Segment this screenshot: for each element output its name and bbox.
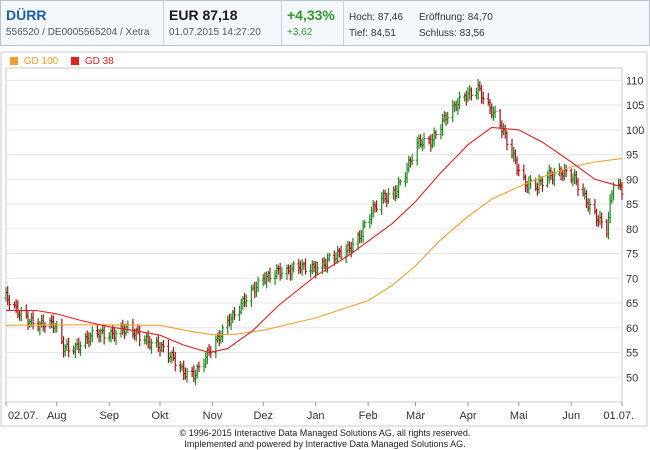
stat-high-value: 87,46	[377, 12, 403, 23]
x-tick-label: Okt	[151, 410, 168, 422]
y-tick-label: 75	[626, 249, 638, 261]
legend-swatch-gd100	[10, 57, 18, 65]
legend-item-gd38: GD 38	[71, 56, 114, 67]
stat-open-label: Eröffnung:	[419, 12, 465, 23]
y-tick-label: 70	[626, 273, 638, 285]
y-tick-label: 60	[626, 323, 638, 335]
ma-line-gd100	[5, 158, 623, 336]
last-price: EUR 87,18	[169, 7, 238, 23]
stat-open: Eröffnung: 84,70	[419, 12, 493, 23]
change-absolute: +3,62	[287, 27, 313, 38]
stat-low-label: Tief:	[349, 28, 369, 39]
y-tick-label: 50	[626, 372, 638, 384]
change-cell: +4,33% +3,62	[281, 1, 344, 45]
y-tick-label: 55	[626, 348, 638, 360]
legend-label-gd38: GD 38	[84, 56, 114, 67]
stat-close-label: Schluss:	[419, 28, 457, 39]
instrument-cell: DÜRR 556520 / DE0005565204 / Xetra	[1, 1, 164, 45]
legend-label-gd100: GD 100	[23, 56, 59, 67]
stat-high: Hoch: 87,46	[349, 12, 403, 23]
x-tick-label: Mai	[510, 410, 528, 422]
y-tick-label: 105	[626, 100, 644, 112]
x-tick-label: Dez	[253, 410, 273, 422]
chart-legend: GD 100 GD 38	[10, 56, 124, 67]
stat-open-value: 84,70	[467, 12, 493, 23]
x-tick-label: 02.07.	[8, 410, 39, 422]
x-tick-label: 01.07.	[603, 410, 634, 422]
instrument-ident: 556520 / DE0005565204 / Xetra	[6, 27, 150, 38]
y-tick-label: 80	[626, 224, 638, 236]
stat-low-value: 84,51	[370, 28, 396, 39]
y-tick-label: 85	[626, 199, 638, 211]
legend-item-gd100: GD 100	[10, 56, 58, 67]
x-tick-label: Aug	[47, 410, 67, 422]
copyright-line: © 1996-2015 Interactive Data Managed Sol…	[179, 428, 471, 438]
y-tick-label: 110	[626, 75, 644, 87]
price-chart[interactable]: 50 55 60 65 70 75 80 85 90 95 100 105 110 02.07. Aug Se…	[0, 50, 650, 428]
x-tick-label: Jun	[562, 410, 580, 422]
quote-datetime: 01.07.2015 14:27:20	[169, 27, 261, 38]
x-tick-label: Nov	[203, 410, 223, 422]
plot-area	[5, 67, 623, 403]
x-tick-label: Jan	[307, 410, 325, 422]
price-cell: EUR 87,18 01.07.2015 14:27:20	[163, 1, 282, 45]
legend-swatch-gd38	[71, 57, 80, 65]
x-tick-label: Sep	[99, 410, 119, 422]
stat-close-value: 83,56	[459, 28, 485, 39]
copyright-footer: © 1996-2015 Interactive Data Managed Sol…	[0, 428, 650, 450]
chart-frame	[0, 51, 648, 427]
instrument-name[interactable]: DÜRR	[6, 7, 47, 23]
x-tick-label: Apr	[459, 410, 476, 422]
stat-low: Tief: 84,51	[349, 28, 396, 39]
x-tick-label: Mär	[406, 410, 425, 422]
ma-line-gd38	[6, 126, 623, 354]
powered-by-line: Implemented and powered by Interactive D…	[184, 439, 466, 449]
quote-header: DÜRR 556520 / DE0005565204 / Xetra EUR 8…	[0, 0, 650, 46]
change-percent: +4,33%	[287, 7, 335, 23]
stat-high-label: Hoch:	[349, 12, 376, 23]
y-tick-label: 100	[626, 125, 644, 137]
x-tick-label: Feb	[359, 410, 378, 422]
y-tick-label: 65	[626, 298, 638, 310]
y-tick-label: 95	[626, 150, 638, 162]
y-tick-label: 90	[626, 174, 638, 186]
stat-close: Schluss: 83,56	[419, 28, 485, 39]
